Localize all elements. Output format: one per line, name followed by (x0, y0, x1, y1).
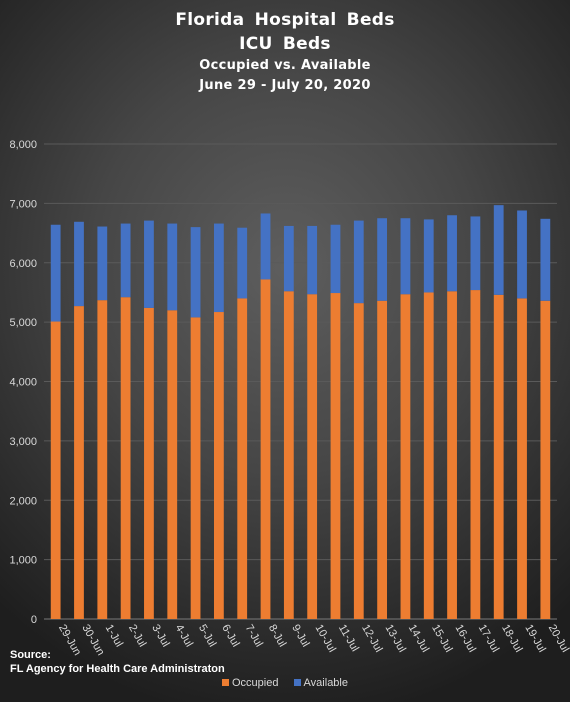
bar-occupied (447, 291, 457, 619)
legend-swatch-available (293, 679, 301, 686)
bar-available (447, 215, 457, 292)
bar-available (493, 205, 504, 295)
bar-available (540, 218, 551, 301)
x-tick-label: 5-Jul (196, 623, 218, 650)
x-tick-label: 11-Jul (336, 623, 361, 654)
bar-occupied (213, 312, 224, 619)
x-tick-label: 6-Jul (219, 623, 241, 650)
source-label: Source: (10, 649, 51, 661)
bar-occupied (190, 317, 201, 619)
legend-item-available: Available (293, 677, 348, 689)
bar-available (167, 223, 178, 311)
x-tick-label: 1-Jul (103, 623, 125, 650)
bar-occupied (74, 306, 84, 619)
x-tick-label: 4-Jul (173, 623, 195, 650)
bar-occupied (400, 294, 411, 619)
bar-available (400, 218, 411, 295)
y-tick-label: 2,000 (9, 495, 37, 507)
y-tick-label: 4,000 (9, 377, 37, 389)
x-tick-label: 14-Jul (406, 623, 431, 655)
bar-occupied (144, 307, 154, 619)
bar-occupied (470, 290, 481, 619)
bar-available (213, 223, 224, 313)
bar-available (307, 225, 318, 295)
legend-swatch-occupied (222, 679, 229, 686)
x-tick-label: 8-Jul (266, 623, 288, 650)
y-tick-label: 3,000 (9, 436, 37, 448)
bar-available (423, 219, 434, 293)
y-tick-label: 6,000 (9, 258, 37, 270)
chart-titles: Florida Hospital Beds ICU Beds Occupied … (0, 8, 570, 96)
x-tick-label: 10-Jul (313, 623, 338, 655)
source-text: FL Agency for Health Care Administraton (10, 663, 225, 675)
y-tick-label: 8,000 (9, 139, 37, 151)
bar-available (353, 220, 364, 304)
bar-occupied (493, 294, 504, 619)
bar-occupied (377, 300, 388, 619)
x-tick-label: 2-Jul (126, 623, 148, 650)
chart-date-range: June 29 - July 20, 2020 (199, 78, 371, 93)
legend-item-occupied: Occupied (222, 677, 278, 689)
bar-available (97, 226, 108, 301)
y-tick-label: 1,000 (9, 555, 37, 567)
x-tick-label: 13-Jul (383, 623, 408, 655)
y-tick-label: 5,000 (9, 317, 37, 329)
x-tick-label: 15-Jul (429, 623, 454, 655)
bar-available (237, 227, 248, 299)
chart-subtitle: Occupied vs. Available (199, 58, 371, 73)
bar-available (144, 220, 154, 308)
legend-label-occupied: Occupied (232, 677, 279, 689)
x-tick-label: 12-Jul (359, 623, 384, 655)
bar-available (50, 224, 61, 322)
bar-available (74, 221, 84, 307)
bar-occupied (237, 298, 248, 619)
x-tick-label: 18-Jul (499, 623, 524, 655)
bar-occupied (120, 297, 131, 619)
bar-occupied (330, 293, 341, 619)
bar-occupied (540, 300, 551, 619)
chart-legend: Occupied Available (0, 677, 570, 689)
bar-occupied (353, 303, 364, 619)
bar-available (377, 218, 388, 301)
chart-title: Florida Hospital Beds (175, 10, 395, 30)
bar-occupied (260, 279, 271, 619)
bar-available (283, 225, 294, 292)
bar-occupied (517, 298, 527, 619)
x-tick-label: 3-Jul (149, 623, 171, 650)
x-tick-label: 16-Jul (452, 623, 477, 655)
bar-available (330, 224, 341, 294)
bar-available (517, 210, 527, 299)
x-tick-label: 19-Jul (522, 623, 547, 655)
legend-label-available: Available (303, 677, 348, 689)
x-tick-label: 20-Jul (546, 623, 570, 655)
source-note: Source: FL Agency for Health Care Admini… (10, 648, 225, 676)
bar-occupied (167, 310, 178, 619)
x-tick-label: 17-Jul (476, 623, 501, 655)
y-tick-label: 7,000 (9, 198, 37, 210)
x-tick-label: 9-Jul (289, 623, 311, 650)
bar-occupied (50, 321, 61, 619)
bar-available (190, 227, 201, 318)
x-tick-label: 7-Jul (243, 623, 265, 650)
bar-occupied (283, 291, 294, 619)
bar-occupied (307, 294, 318, 619)
bar-available (470, 216, 481, 291)
y-tick-label: 0 (31, 614, 37, 626)
bar-occupied (423, 292, 434, 619)
bar-available (260, 213, 271, 280)
chart-title-second-line: ICU Beds (239, 34, 331, 54)
bar-available (120, 223, 131, 298)
bar-occupied (97, 300, 108, 619)
